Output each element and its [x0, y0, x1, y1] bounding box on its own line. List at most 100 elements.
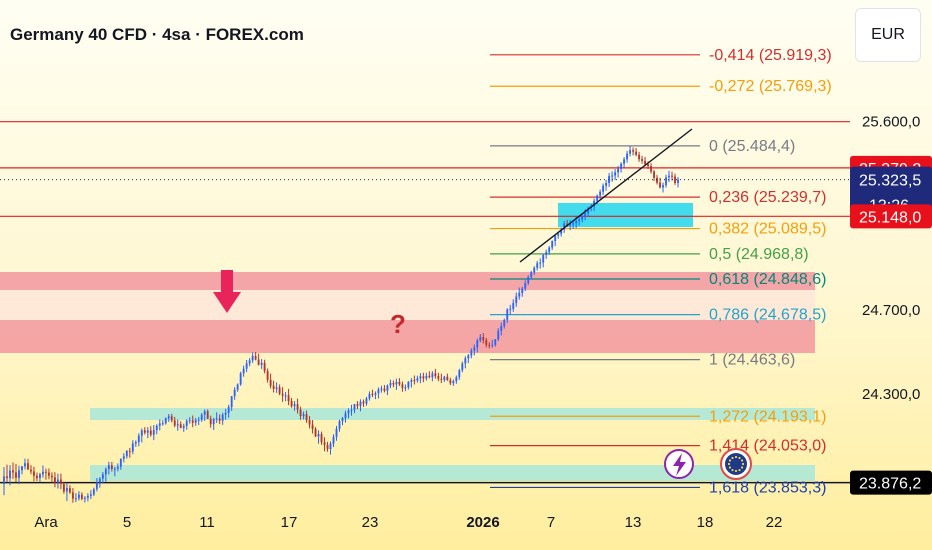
- candle-94: [284, 392, 287, 402]
- candle-body: [224, 412, 227, 415]
- candle-32: [98, 477, 101, 488]
- candle-body: [314, 428, 317, 437]
- candle-body: [293, 404, 296, 407]
- date-tick-label: 18: [697, 514, 714, 531]
- candle-86: [260, 359, 263, 369]
- candle-body: [614, 172, 617, 176]
- candle-body: [449, 380, 452, 384]
- candle-84: [254, 352, 257, 361]
- eu-star: [734, 455, 738, 459]
- candle-62: [188, 417, 191, 424]
- candle-body: [323, 442, 326, 445]
- candle-body: [554, 235, 557, 242]
- candle-118: [356, 401, 359, 410]
- candle-body: [236, 384, 239, 390]
- date-tick-label: 17: [281, 514, 298, 531]
- candle-body: [338, 421, 341, 429]
- candle-129: [389, 379, 392, 389]
- candle-body: [65, 488, 68, 492]
- candle-body: [296, 404, 299, 410]
- candle-body: [569, 224, 572, 226]
- candle-74: [224, 408, 227, 420]
- candle-body: [302, 414, 305, 417]
- candle-2: [9, 465, 11, 486]
- candle-79: [239, 371, 242, 386]
- candle-175: [527, 275, 530, 285]
- candle-46: [140, 428, 143, 443]
- candle-12: [39, 472, 41, 483]
- candle-body: [242, 368, 245, 374]
- candle-body: [326, 444, 329, 449]
- candle-99: [299, 406, 302, 420]
- candle-154: [464, 356, 467, 369]
- candle-35: [107, 461, 110, 475]
- candle-126: [380, 385, 383, 393]
- candle-body: [629, 150, 631, 154]
- candle-body: [24, 463, 26, 467]
- candle-212: [638, 151, 640, 162]
- candle-body: [365, 398, 368, 404]
- candle-15: [48, 468, 50, 480]
- candle-body: [524, 283, 527, 289]
- fib-label-1: -0,272 (25.769,3): [709, 78, 832, 95]
- candle-68: [206, 409, 209, 420]
- candle-217: [653, 169, 655, 182]
- candle-body: [605, 183, 608, 186]
- candle-body: [113, 468, 116, 470]
- candle-body: [404, 387, 407, 389]
- candle-body: [170, 416, 173, 421]
- support-zone-lower: [90, 465, 815, 481]
- candle-67: [203, 409, 206, 421]
- eu-star: [728, 466, 732, 469]
- candle-body: [191, 420, 194, 423]
- candle-body: [416, 378, 419, 381]
- candle-101: [305, 410, 308, 423]
- currency-button[interactable]: EUR: [855, 8, 921, 62]
- candle-8: [27, 459, 29, 470]
- candle-body: [602, 185, 605, 192]
- date-tick-label: 23: [362, 514, 379, 531]
- candle-body: [443, 376, 446, 380]
- candle-body: [56, 479, 59, 483]
- overlay-layer: ?: [0, 128, 850, 480]
- candle-body: [230, 396, 233, 408]
- candle-body: [260, 362, 263, 365]
- eu-star: [731, 456, 734, 460]
- candle-29: [89, 490, 92, 500]
- candle-222: [668, 170, 670, 182]
- candle-body: [137, 435, 140, 443]
- candle-206: [620, 162, 623, 173]
- candle-body: [197, 419, 200, 421]
- candle-103: [311, 420, 314, 434]
- candle-192: [578, 217, 581, 226]
- candle-body: [86, 495, 89, 498]
- candle-body: [617, 168, 620, 173]
- candle-138: [416, 375, 419, 383]
- candle-199: [599, 189, 602, 200]
- candle-body: [18, 470, 20, 478]
- candle-body: [248, 360, 251, 364]
- candle-body: [647, 164, 649, 167]
- candle-body: [245, 363, 248, 369]
- axes-layer: 25.600,024.700,024.300,025.379,225.323,5…: [34, 114, 932, 531]
- fib-label-7: 0,786 (24.678,5): [709, 307, 826, 324]
- candle-body: [527, 277, 530, 284]
- candle-body: [566, 223, 569, 225]
- candle-200: [602, 183, 605, 196]
- candle-body: [158, 423, 161, 426]
- candle-153: [461, 361, 464, 373]
- candle-body: [644, 160, 646, 165]
- candle-89: [269, 373, 272, 389]
- candle-body: [188, 420, 191, 422]
- candle-body: [635, 151, 637, 155]
- candles-layer: [3, 145, 679, 503]
- candle-147: [443, 375, 446, 382]
- candle-body: [287, 395, 290, 402]
- candle-54: [164, 417, 167, 425]
- candle-59: [179, 421, 182, 429]
- candle-142: [428, 371, 431, 379]
- candle-49: [149, 426, 152, 437]
- candle-150: [452, 379, 455, 386]
- candle-63: [191, 415, 194, 428]
